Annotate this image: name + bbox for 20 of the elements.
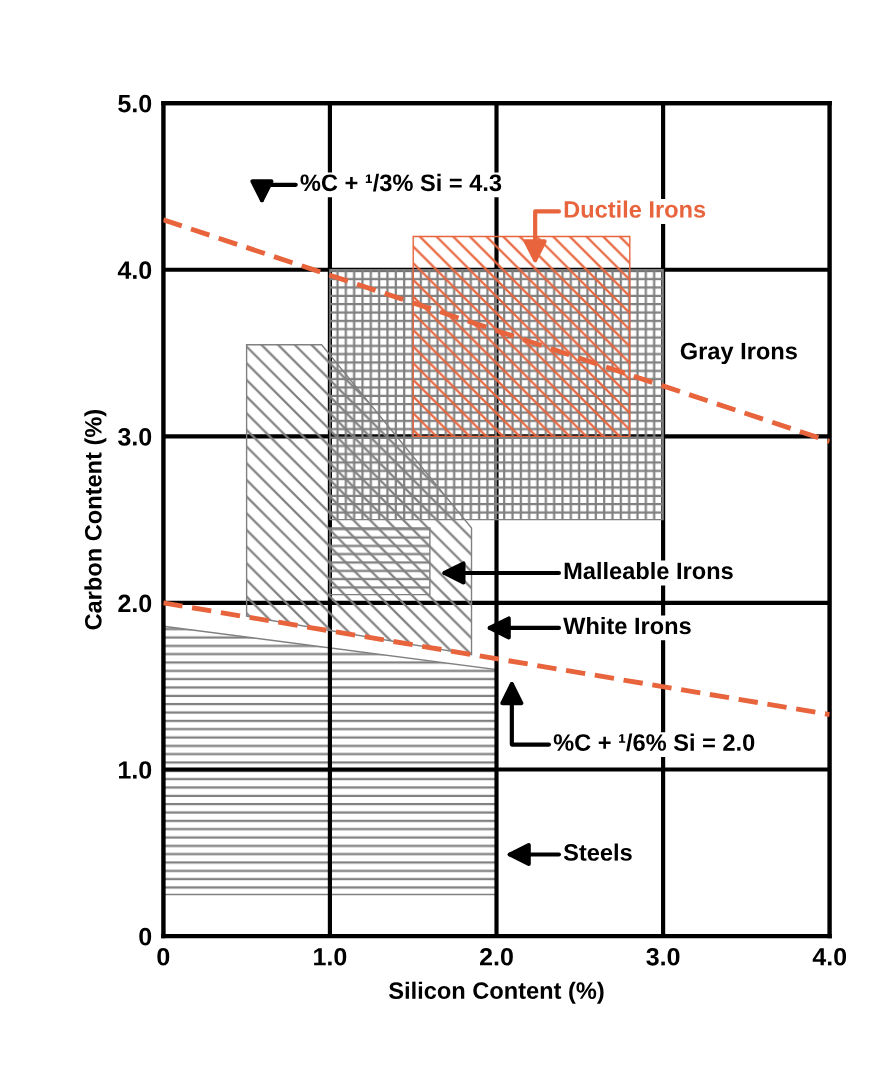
annotation: %C + ¹/3% Si = 4.3 <box>300 173 502 192</box>
y-tick-label: 1.0 <box>119 761 152 779</box>
x-axis-title: Silicon Content (%) <box>388 981 604 1004</box>
y-axis-title: Carbon Content (%) <box>84 409 107 630</box>
annotation: Steels <box>563 843 632 861</box>
annotation: Malleable Irons <box>564 561 733 580</box>
x-tick-label: 0 <box>157 947 170 966</box>
annotation: Ductile Irons <box>564 200 706 218</box>
annotation: Gray Irons <box>680 342 797 365</box>
annotation: %C + ¹/6% Si = 2.0 <box>553 733 755 752</box>
x-tick-label: 4.0 <box>812 947 847 966</box>
y-tick-label: 5.0 <box>118 94 152 113</box>
annotation: White Irons <box>563 616 691 635</box>
x-tick-label: 1.0 <box>314 947 347 966</box>
y-tick-label: 4.0 <box>117 261 152 280</box>
y-tick-label: 3.0 <box>118 427 152 446</box>
y-tick-label: 0 <box>139 927 152 946</box>
y-tick-label: 2.0 <box>118 594 152 613</box>
x-tick-label: 2.0 <box>480 947 513 966</box>
x-tick-label: 3.0 <box>646 947 680 966</box>
